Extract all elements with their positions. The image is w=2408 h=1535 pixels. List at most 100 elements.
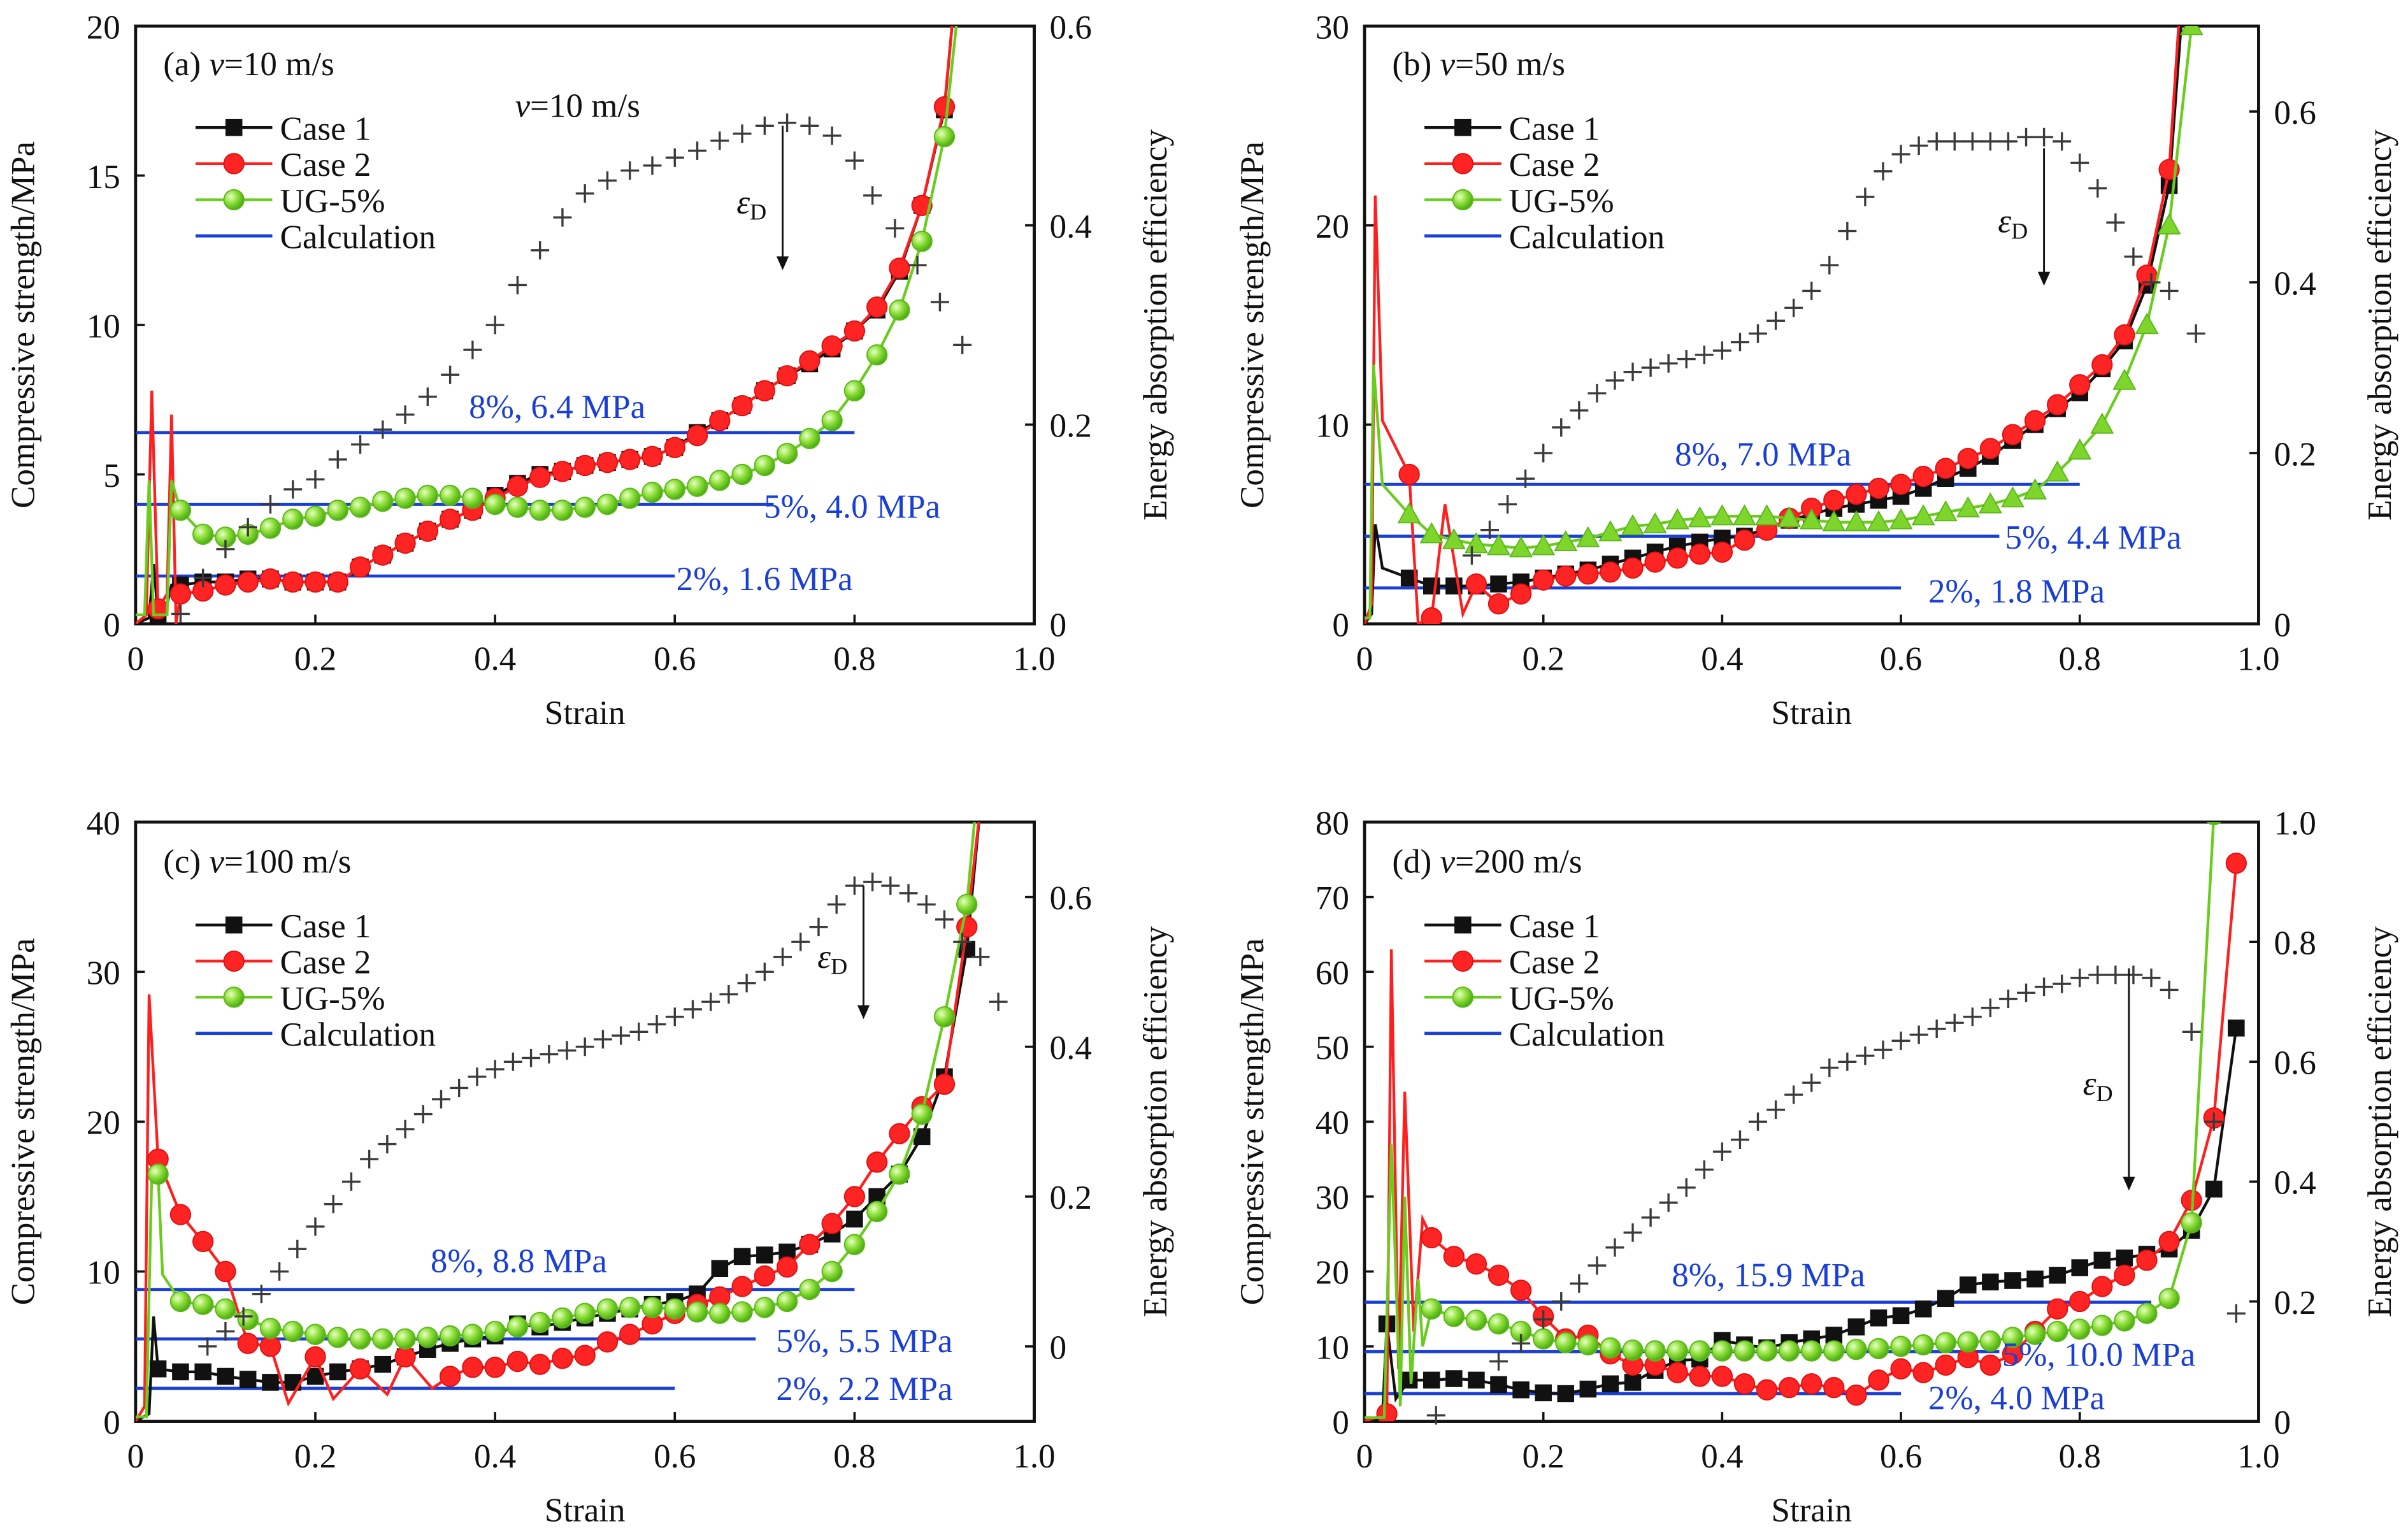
panel-title-speed: =10 m/s bbox=[224, 46, 334, 83]
efficiency-point bbox=[2186, 324, 2205, 343]
panel-title-v: v bbox=[209, 844, 224, 881]
data-point bbox=[1423, 1371, 1440, 1389]
efficiency-point bbox=[238, 517, 257, 537]
eps-d-subscript: D bbox=[2096, 1081, 2112, 1106]
efficiency-point bbox=[733, 124, 752, 143]
data-point bbox=[1711, 1366, 1733, 1387]
data-point bbox=[1622, 557, 1644, 579]
efficiency-point bbox=[684, 1000, 702, 1019]
y-tick-label: 10 bbox=[1315, 408, 1349, 445]
efficiency-point bbox=[809, 918, 828, 937]
legend-label: Case 1 bbox=[280, 908, 371, 945]
y-tick-label: 5 bbox=[103, 458, 120, 494]
legend-item: Calculation bbox=[195, 1016, 436, 1053]
efficiency-point bbox=[845, 151, 864, 170]
data-point bbox=[619, 1323, 641, 1345]
efficiency-point bbox=[2160, 281, 2179, 300]
data-point bbox=[305, 1346, 326, 1368]
data-point bbox=[2046, 460, 2070, 482]
data-point bbox=[529, 1353, 551, 1375]
efficiency-point bbox=[935, 910, 954, 929]
y2-tick-label: 0.4 bbox=[2274, 1165, 2316, 1202]
data-point bbox=[1624, 1374, 1642, 1391]
y-tick-label: 10 bbox=[1315, 1329, 1349, 1366]
data-point bbox=[1421, 607, 1442, 624]
data-point bbox=[1622, 1339, 1644, 1361]
data-point bbox=[1533, 1328, 1554, 1350]
efficiency-point bbox=[198, 1337, 217, 1356]
data-point bbox=[2116, 1250, 2133, 1267]
data-point bbox=[1442, 528, 1466, 549]
y2-tick-label: 1.0 bbox=[2274, 805, 2316, 842]
data-point bbox=[799, 1279, 821, 1301]
panel-title-prefix: (b) bbox=[1392, 46, 1440, 83]
data-point bbox=[237, 1332, 259, 1354]
data-point bbox=[1956, 496, 1980, 517]
data-point bbox=[619, 487, 641, 509]
data-point bbox=[552, 1348, 573, 1369]
data-point bbox=[776, 1290, 798, 1313]
data-point bbox=[1487, 1264, 1510, 1286]
x-axis-title: Strain bbox=[1771, 1492, 1852, 1529]
legend-marker bbox=[225, 119, 243, 136]
legend-label: Case 1 bbox=[280, 110, 371, 147]
data-point bbox=[372, 1328, 394, 1350]
efficiency-point bbox=[2124, 965, 2143, 984]
efficiency-point bbox=[863, 186, 882, 205]
data-point bbox=[1666, 547, 1688, 569]
data-point bbox=[1847, 1318, 1865, 1336]
efficiency-point bbox=[1712, 341, 1731, 360]
data-point bbox=[1890, 1336, 1912, 1357]
efficiency-point bbox=[2088, 965, 2107, 984]
legend-marker bbox=[1452, 950, 1473, 972]
efficiency-point bbox=[522, 1048, 541, 1067]
efficiency-point bbox=[1730, 1130, 1749, 1149]
efficiency-point bbox=[1999, 132, 2017, 151]
efficiency-point bbox=[432, 1090, 450, 1109]
speed-annotation-value: =10 m/s bbox=[530, 87, 640, 124]
efficiency-point bbox=[1534, 1310, 1553, 1329]
data-point bbox=[1823, 1340, 1845, 1362]
data-point bbox=[911, 194, 933, 217]
data-point bbox=[192, 523, 214, 545]
data-point bbox=[1531, 534, 1556, 556]
efficiency-point bbox=[2124, 247, 2143, 266]
y2-tick-label: 0.6 bbox=[2274, 1045, 2316, 1082]
data-point bbox=[596, 493, 619, 515]
legend-label: Calculation bbox=[280, 1016, 436, 1053]
data-point bbox=[1400, 1371, 1418, 1389]
efficiency-point bbox=[2226, 1304, 2246, 1323]
data-point bbox=[439, 1366, 461, 1387]
data-point bbox=[596, 1298, 619, 1320]
plot-area bbox=[1364, 25, 2204, 624]
data-point bbox=[2135, 313, 2159, 335]
data-point bbox=[641, 1297, 663, 1318]
data-point bbox=[754, 380, 775, 401]
efficiency-point bbox=[1838, 1052, 1857, 1071]
data-point bbox=[776, 1256, 798, 1278]
legend-item: Case 1 bbox=[1424, 908, 1600, 945]
panel-b: 0 0.2 0.4 0.6 0.8 1.0010203000.20.40.6StrainC… bbox=[1234, 9, 2398, 731]
panel-title: (d) v=200 m/s bbox=[1392, 844, 1582, 881]
data-point bbox=[1643, 512, 1667, 533]
data-point bbox=[262, 1374, 279, 1391]
data-point bbox=[172, 1363, 189, 1381]
efficiency-point bbox=[1981, 998, 2000, 1018]
legend-marker bbox=[223, 950, 245, 972]
data-point bbox=[1554, 530, 1578, 552]
y-axis-title: Compressive strength/MPa bbox=[1234, 938, 1271, 1305]
data-point bbox=[239, 1371, 257, 1388]
data-point bbox=[596, 452, 619, 473]
data-point bbox=[574, 496, 596, 518]
legend-item: Case 1 bbox=[195, 110, 371, 147]
efficiency-point bbox=[2106, 213, 2125, 232]
data-point bbox=[394, 487, 416, 509]
legend-item: UG-5% bbox=[1424, 980, 1614, 1017]
data-point bbox=[2049, 1267, 2066, 1284]
efficiency-point bbox=[1909, 1025, 1928, 1044]
data-point bbox=[933, 1006, 956, 1028]
legend-marker bbox=[223, 986, 245, 1008]
data-point bbox=[529, 500, 551, 521]
data-point bbox=[2206, 822, 2222, 825]
data-point bbox=[799, 428, 821, 449]
